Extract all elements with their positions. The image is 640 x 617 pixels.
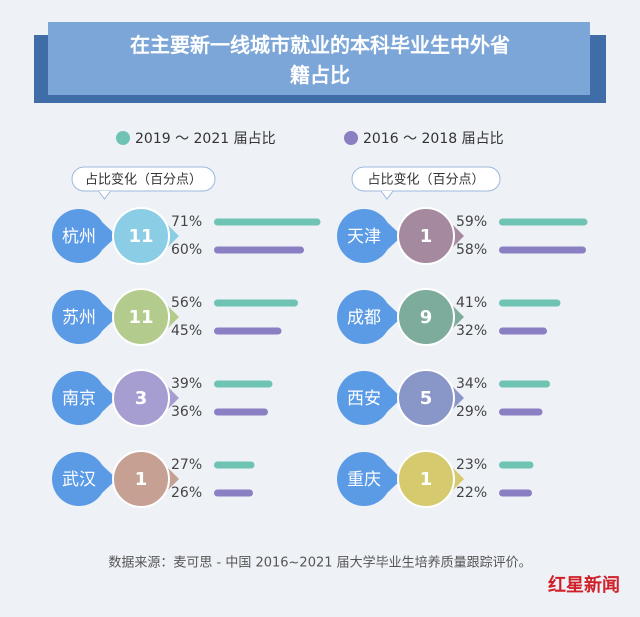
logo: 红星新闻 [548, 574, 620, 596]
city-drop [387, 465, 402, 493]
source: 数据来源：麦可思 - 中国 2016~2021 届大学毕业生培养质量跟踪评价。 [108, 555, 531, 571]
pill [71, 166, 216, 192]
value-label: 27% [171, 457, 202, 473]
bar [499, 461, 534, 469]
city-drop [387, 222, 402, 250]
value-label: 34% [456, 376, 487, 392]
pill [351, 166, 501, 192]
legend-swatch [116, 131, 130, 145]
city-label: 武汉 [62, 470, 96, 490]
bar [214, 246, 304, 254]
bar [499, 299, 561, 307]
value-label: 58% [456, 242, 487, 258]
bar [214, 380, 273, 388]
value-label: 41% [456, 295, 487, 311]
city-drop [102, 465, 117, 493]
value-label: 29% [456, 404, 487, 420]
bar [499, 218, 588, 226]
bar [214, 489, 253, 497]
city-circle [52, 371, 106, 425]
city-label: 南京 [62, 389, 96, 409]
change-circle [112, 369, 170, 427]
value-label: 22% [456, 485, 487, 501]
bar [499, 408, 543, 416]
legend-swatch [344, 131, 358, 145]
value-label: 32% [456, 323, 487, 339]
city-circle [52, 290, 106, 344]
value-label: 36% [171, 404, 202, 420]
value-label: 71% [171, 214, 202, 230]
change-label: 占比变化（百分点） [85, 172, 202, 188]
change-circle [112, 450, 170, 508]
value-label: 26% [171, 485, 202, 501]
pill-pointer [98, 190, 111, 200]
value-label: 60% [171, 242, 202, 258]
change-circle [112, 207, 170, 265]
change-circle [397, 369, 455, 427]
change-value: 3 [135, 388, 148, 409]
city-label: 成都 [347, 308, 381, 328]
change-value: 1 [420, 469, 433, 490]
city-drop [387, 303, 402, 331]
chart-title: 在主要新一线城市就业的本科毕业生中外省籍占比 [130, 33, 510, 87]
city-circle [52, 209, 106, 263]
bar [214, 218, 321, 226]
city-circle [337, 290, 391, 344]
value-label: 23% [456, 457, 487, 473]
city-label: 西安 [347, 389, 381, 409]
legend-label: 2016 ～ 2018 届占比 [363, 131, 504, 147]
change-label: 占比变化（百分点） [367, 172, 484, 188]
bar [214, 299, 298, 307]
bar [499, 246, 586, 254]
city-circle [52, 452, 106, 506]
bar [499, 327, 547, 335]
city-label: 重庆 [347, 470, 381, 490]
bar [499, 380, 550, 388]
change-value: 11 [128, 307, 153, 328]
bar [214, 461, 255, 469]
bar [214, 327, 282, 335]
city-drop [102, 222, 117, 250]
city-drop [387, 384, 402, 412]
change-value: 11 [128, 226, 153, 247]
change-circle [397, 450, 455, 508]
value-label: 59% [456, 214, 487, 230]
city-drop [102, 303, 117, 331]
change-circle [112, 288, 170, 346]
city-label: 杭州 [62, 227, 96, 247]
change-value: 1 [420, 226, 433, 247]
pill-pointer [380, 190, 394, 200]
city-label: 苏州 [62, 308, 96, 328]
bar [214, 408, 268, 416]
legend-label: 2019 ～ 2021 届占比 [135, 131, 276, 147]
city-circle [337, 209, 391, 263]
change-circle [397, 288, 455, 346]
city-circle [337, 452, 391, 506]
city-circle [337, 371, 391, 425]
title-banner [48, 22, 590, 95]
city-label: 天津 [347, 227, 381, 247]
change-value: 5 [420, 388, 433, 409]
change-value: 9 [420, 307, 433, 328]
change-value: 1 [135, 469, 148, 490]
value-label: 39% [171, 376, 202, 392]
bar [499, 489, 532, 497]
change-circle [397, 207, 455, 265]
city-drop [102, 384, 117, 412]
value-label: 56% [171, 295, 202, 311]
value-label: 45% [171, 323, 202, 339]
